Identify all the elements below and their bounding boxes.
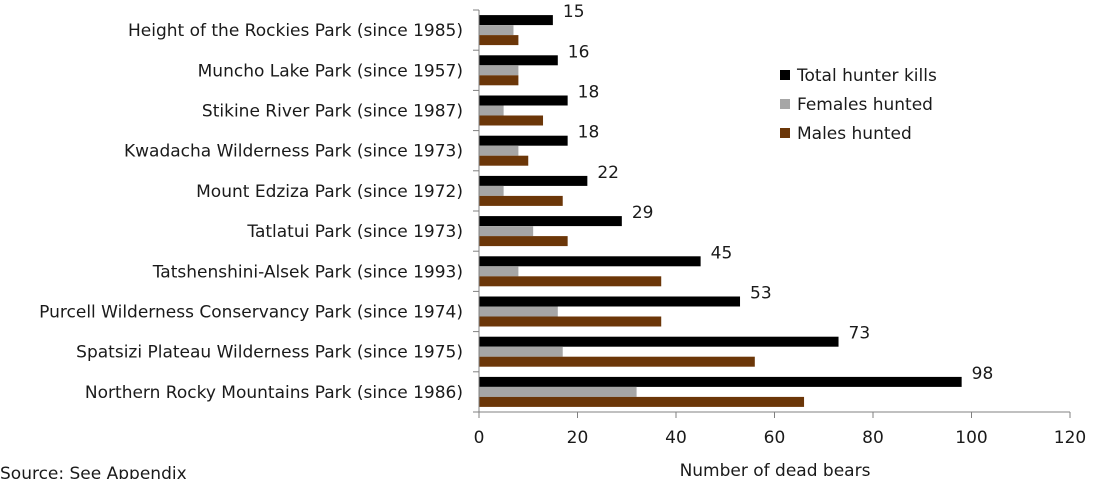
bar-females-hunted bbox=[479, 145, 519, 156]
x-tick-label: 40 bbox=[665, 428, 687, 448]
bar-males-hunted bbox=[479, 75, 519, 86]
bar-total-hunter-kills bbox=[479, 336, 839, 347]
legend-label-males-hunted: Males hunted bbox=[797, 124, 912, 144]
bar-females-hunted bbox=[479, 185, 504, 196]
bar-males-hunted bbox=[479, 356, 755, 367]
category-label: Height of the Rockies Park (since 1985) bbox=[128, 21, 463, 41]
source-note: Source: See Appendix bbox=[0, 464, 187, 479]
x-axis-title: Number of dead bears bbox=[680, 461, 871, 479]
bar-males-hunted bbox=[479, 115, 544, 126]
bar-females-hunted bbox=[479, 346, 563, 357]
data-label: 22 bbox=[597, 163, 619, 183]
bar-males-hunted bbox=[479, 276, 662, 287]
legend-swatch-total-hunter-kills bbox=[780, 70, 790, 80]
bar-females-hunted bbox=[479, 306, 558, 317]
category-label: Kwadacha Wilderness Park (since 1973) bbox=[124, 142, 463, 162]
data-label: 18 bbox=[578, 83, 600, 103]
x-tick-label: 20 bbox=[567, 428, 589, 448]
x-tick-label: 60 bbox=[764, 428, 786, 448]
category-label: Northern Rocky Mountains Park (since 198… bbox=[85, 383, 463, 403]
category-label: Muncho Lake Park (since 1957) bbox=[198, 61, 463, 81]
legend-label-total-hunter-kills: Total hunter kills bbox=[796, 66, 937, 86]
category-label: Mount Edziza Park (since 1972) bbox=[196, 182, 463, 202]
bar-males-hunted bbox=[479, 396, 805, 407]
bar-females-hunted bbox=[479, 65, 519, 76]
bar-females-hunted bbox=[479, 105, 504, 116]
bar-males-hunted bbox=[479, 316, 662, 327]
x-tick-label: 0 bbox=[474, 428, 485, 448]
bar-females-hunted bbox=[479, 386, 637, 397]
data-label: 15 bbox=[563, 2, 585, 22]
x-tick-label: 100 bbox=[955, 428, 987, 448]
category-label: Tatlatui Park (since 1973) bbox=[246, 222, 463, 242]
bar-females-hunted bbox=[479, 226, 534, 237]
data-label: 53 bbox=[750, 284, 772, 304]
category-label: Stikine River Park (since 1987) bbox=[202, 102, 463, 122]
bar-total-hunter-kills bbox=[479, 95, 568, 106]
bar-total-hunter-kills bbox=[479, 135, 568, 146]
data-label: 73 bbox=[849, 324, 871, 344]
bar-males-hunted bbox=[479, 236, 568, 247]
bar-females-hunted bbox=[479, 25, 514, 36]
bar-total-hunter-kills bbox=[479, 256, 701, 267]
x-tick-label: 80 bbox=[862, 428, 884, 448]
bar-males-hunted bbox=[479, 195, 563, 206]
bar-females-hunted bbox=[479, 266, 519, 277]
category-label: Purcell Wilderness Conservancy Park (sin… bbox=[39, 303, 463, 323]
data-label: 45 bbox=[711, 243, 733, 263]
data-label: 29 bbox=[632, 203, 654, 223]
data-label: 18 bbox=[578, 123, 600, 143]
category-labels: Height of the Rockies Park (since 1985) M… bbox=[39, 21, 463, 403]
bar-total-hunter-kills bbox=[479, 296, 741, 307]
data-label: 16 bbox=[568, 42, 590, 62]
legend-swatch-females-hunted bbox=[780, 99, 790, 109]
x-axis: 0 20 40 60 80 100 120 bbox=[473, 9, 1086, 448]
bar-total-hunter-kills bbox=[479, 175, 588, 186]
bar-total-hunter-kills bbox=[479, 216, 622, 227]
bar-total-hunter-kills bbox=[479, 55, 558, 66]
data-label: 98 bbox=[972, 364, 994, 384]
bar-total-hunter-kills bbox=[479, 376, 962, 387]
category-label: Tatshenshini-Alsek Park (since 1993) bbox=[152, 262, 463, 282]
bars-layer: 15 16 18 18 22 29 45 53 73 98 bbox=[479, 2, 993, 407]
bar-males-hunted bbox=[479, 35, 519, 46]
bar-total-hunter-kills bbox=[479, 15, 553, 26]
legend-swatch-males-hunted bbox=[780, 128, 790, 138]
x-tick-label: 120 bbox=[1054, 428, 1086, 448]
legend-label-females-hunted: Females hunted bbox=[797, 95, 933, 115]
category-label: Spatsizi Plateau Wilderness Park (since … bbox=[76, 343, 463, 363]
bar-males-hunted bbox=[479, 155, 529, 166]
legend: Total hunter kills Females hunted Males hu… bbox=[780, 66, 937, 144]
